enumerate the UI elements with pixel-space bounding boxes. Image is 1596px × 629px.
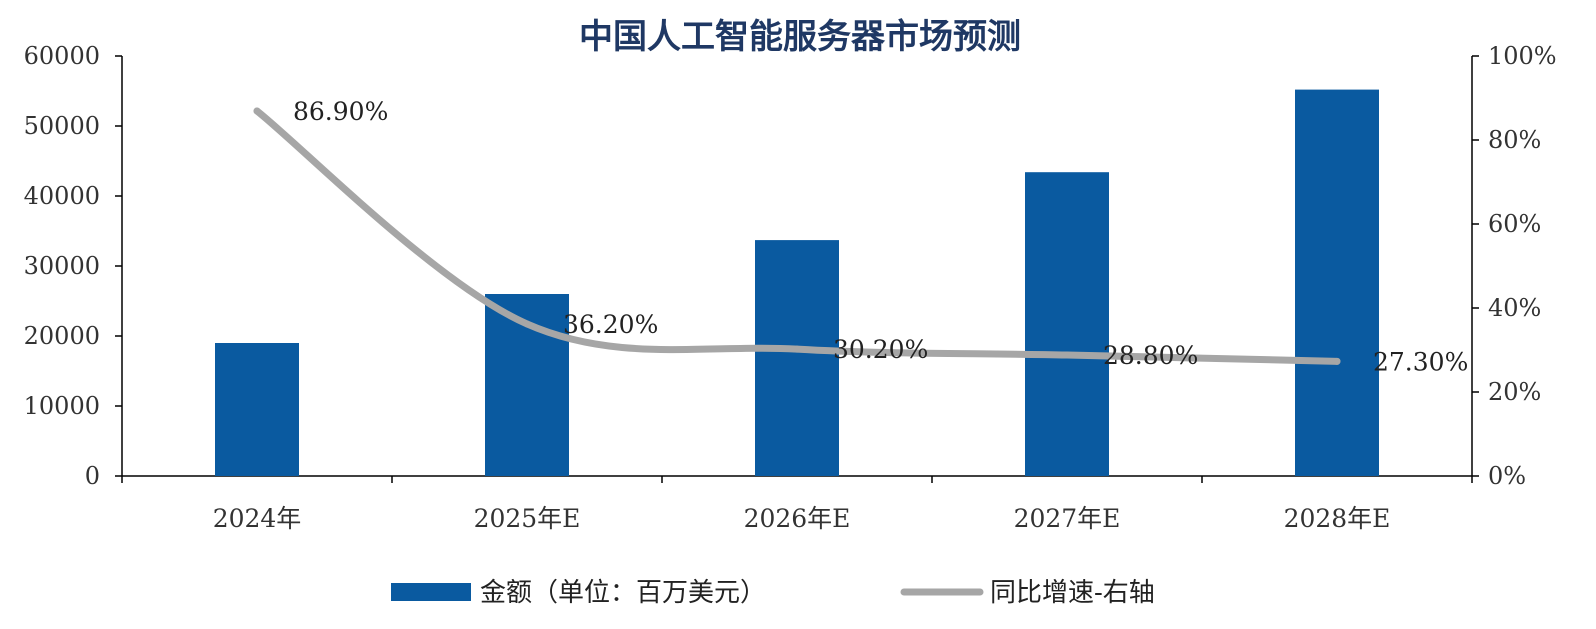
- chart-title: 中国人工智能服务器市场预测: [579, 17, 1021, 57]
- growth-point: [1333, 357, 1341, 365]
- y-left-tick-label: 10000: [24, 392, 100, 420]
- y-right-tick-label: 40%: [1488, 294, 1541, 322]
- growth-point: [1063, 351, 1071, 359]
- y-left-tick-label: 0: [85, 462, 100, 490]
- y-left-tick-label: 40000: [24, 182, 100, 210]
- y-right-tick-label: 100%: [1488, 42, 1557, 70]
- x-tick-label: 2027年E: [1014, 504, 1121, 533]
- y-left-tick-label: 60000: [24, 42, 100, 70]
- x-tick-label: 2024年: [213, 504, 302, 533]
- bar: [215, 343, 299, 476]
- y-right-tick-label: 60%: [1488, 210, 1541, 238]
- y-right-tick-label: 0%: [1488, 462, 1526, 490]
- plot-area: 0 10000 20000 30000 40000 50000 60000 0% 20% 40% 6…: [24, 42, 1557, 533]
- y-right-tick-label: 20%: [1488, 378, 1541, 406]
- bar: [755, 240, 839, 476]
- growth-data-label: 30.20%: [833, 335, 928, 364]
- y-left-tick-label: 30000: [24, 252, 100, 280]
- legend-swatch-bar: [391, 583, 471, 601]
- y-right-tick-label: 80%: [1488, 126, 1541, 154]
- x-tick-label: 2025年E: [474, 504, 581, 533]
- bar: [1295, 89, 1379, 476]
- bar: [1025, 172, 1109, 476]
- growth-data-label: 86.90%: [293, 97, 388, 126]
- y-left-tick-label: 20000: [24, 322, 100, 350]
- growth-point: [523, 320, 531, 328]
- growth-point: [793, 345, 801, 353]
- y-left-tick-label: 50000: [24, 112, 100, 140]
- growth-data-label: 27.30%: [1373, 347, 1468, 376]
- legend: 金额（单位：百万美元） 同比增速-右轴: [391, 578, 1155, 608]
- legend-label-bar: 金额（单位：百万美元）: [480, 578, 766, 608]
- legend-label-line: 同比增速-右轴: [990, 578, 1155, 608]
- x-tick-label: 2026年E: [744, 504, 851, 533]
- x-tick-label: 2028年E: [1284, 504, 1391, 533]
- growth-data-label: 36.20%: [563, 310, 658, 339]
- growth-point: [253, 107, 261, 115]
- growth-data-label: 28.80%: [1103, 341, 1198, 370]
